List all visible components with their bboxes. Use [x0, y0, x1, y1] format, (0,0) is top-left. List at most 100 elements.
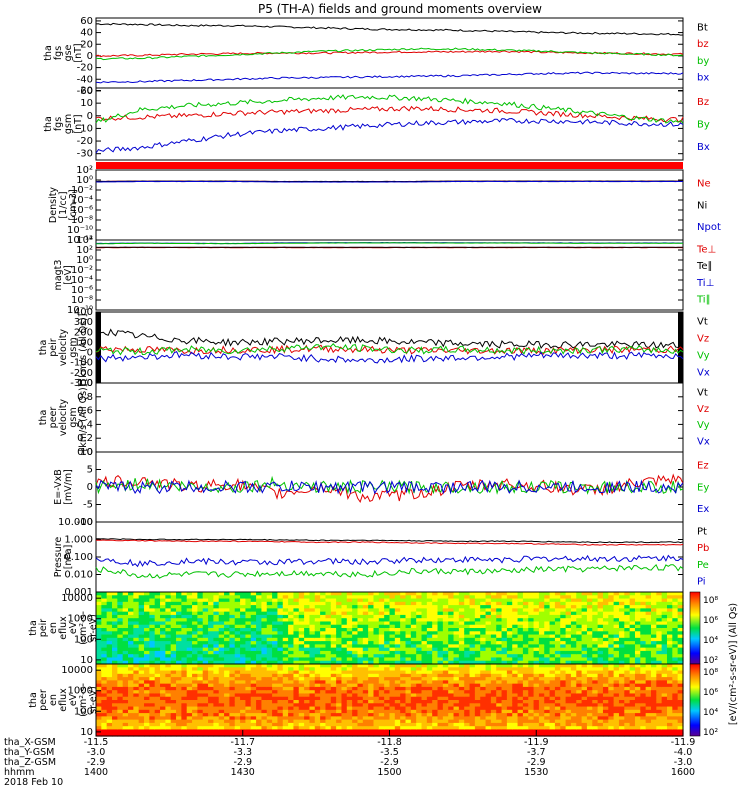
heatmap-cell — [464, 677, 471, 681]
heatmap-cell — [629, 709, 636, 714]
heatmap-cell — [501, 693, 508, 698]
heatmap-cell — [325, 624, 332, 629]
heatmap-cell — [437, 634, 444, 639]
heatmap-cell — [570, 614, 577, 619]
heatmap-cell — [208, 716, 214, 721]
heatmap-cell — [245, 601, 252, 606]
heatmap-cell — [565, 634, 572, 639]
heatmap-cell — [293, 624, 300, 629]
heatmap-cell — [554, 598, 561, 603]
heatmap-cell — [405, 683, 412, 688]
heatmap-cell — [394, 696, 401, 701]
heatmap-cell — [394, 608, 401, 613]
heatmap-cell — [597, 621, 604, 626]
heatmap-cell — [218, 732, 225, 737]
heatmap-cell — [170, 729, 177, 734]
heatmap-cell — [101, 700, 108, 704]
heatmap-cell — [128, 614, 134, 619]
heatmap-cell — [208, 637, 214, 642]
series-density-2 — [95, 180, 683, 183]
heatmap-cell — [202, 686, 209, 691]
heatmap-cell — [464, 670, 471, 675]
ylabel-peer-eflux-3: eflux — [58, 688, 69, 712]
heatmap-cell — [336, 641, 343, 645]
heatmap-cell — [208, 719, 214, 724]
heatmap-cell — [320, 601, 327, 606]
heatmap-cell — [293, 726, 300, 731]
heatmap-cell — [442, 624, 449, 629]
heatmap-cell — [496, 618, 503, 623]
heatmap-cell — [608, 722, 615, 727]
heatmap-cell — [240, 605, 247, 609]
heatmap-cell — [266, 667, 273, 672]
heatmap-cell — [560, 660, 567, 665]
heatmap-cell — [325, 716, 332, 721]
heatmap-cell — [581, 618, 588, 623]
heatmap-cell — [405, 686, 412, 691]
heatmap-cell — [512, 624, 519, 629]
heatmap-cell — [464, 667, 471, 672]
heatmap-cell — [464, 650, 471, 655]
heatmap-cell — [405, 700, 412, 704]
heatmap-cell — [410, 592, 417, 596]
heatmap-cell — [592, 595, 599, 600]
heatmap-cell — [474, 670, 481, 675]
heatmap-cell — [608, 670, 615, 675]
ylabel-peer-eflux-6: sr-eV) — [88, 686, 99, 714]
heatmap-cell — [538, 647, 545, 652]
heatmap-cell — [357, 601, 364, 606]
heatmap-cell — [416, 657, 423, 662]
heatmap-cell — [170, 657, 177, 662]
heatmap-cell — [101, 637, 108, 642]
heatmap-cell — [464, 598, 471, 603]
heatmap-cell — [560, 611, 567, 616]
heatmap-cell — [645, 667, 652, 672]
heatmap-cell — [624, 729, 631, 734]
heatmap-cell — [357, 700, 364, 704]
heatmap-cell — [282, 729, 289, 734]
heatmap-cell — [538, 693, 545, 698]
heatmap-cell — [293, 614, 300, 619]
heatmap-cell — [368, 598, 375, 603]
heatmap-cell — [576, 726, 583, 731]
heatmap-cell — [362, 713, 369, 717]
heatmap-cell — [368, 595, 375, 600]
heatmap-cell — [389, 634, 396, 639]
heatmap-cell — [186, 621, 193, 626]
heatmap-cell — [656, 621, 663, 626]
heatmap-cell — [506, 657, 513, 662]
heatmap-cell — [458, 696, 465, 701]
heatmap-cell — [229, 729, 236, 734]
heatmap-cell — [149, 647, 156, 652]
heatmap-cell — [261, 664, 268, 668]
heatmap-cell — [554, 611, 561, 616]
heatmap-cell — [170, 690, 177, 695]
heatmap-cell — [213, 657, 220, 662]
heatmap-cell — [538, 605, 545, 609]
heatmap-cell — [325, 700, 332, 704]
heatmap-cell — [474, 664, 481, 668]
heatmap-cell — [133, 601, 140, 606]
heatmap-cell — [282, 598, 289, 603]
heatmap-cell — [592, 598, 599, 603]
heatmap-cell — [533, 650, 540, 655]
heatmap-cell — [128, 601, 134, 606]
heatmap-cell — [432, 716, 439, 721]
heatmap-cell — [442, 641, 449, 645]
heatmap-cell — [565, 601, 572, 606]
heatmap-cell — [352, 634, 359, 639]
heatmap-cell — [298, 650, 305, 655]
heatmap-cell — [602, 621, 609, 626]
heatmap-cell — [458, 624, 465, 629]
heatmap-cell — [522, 722, 529, 727]
heatmap-cell — [314, 595, 321, 600]
heatmap-cell — [501, 722, 508, 727]
heatmap-cell — [560, 644, 567, 649]
heatmap-cell — [288, 592, 295, 596]
heatmap-cell — [602, 644, 609, 649]
heatmap-cell — [250, 598, 257, 603]
heatmap-cell — [597, 614, 604, 619]
heatmap-cell — [117, 644, 124, 649]
heatmap-cell — [677, 650, 684, 655]
heatmap-cell — [224, 624, 231, 629]
